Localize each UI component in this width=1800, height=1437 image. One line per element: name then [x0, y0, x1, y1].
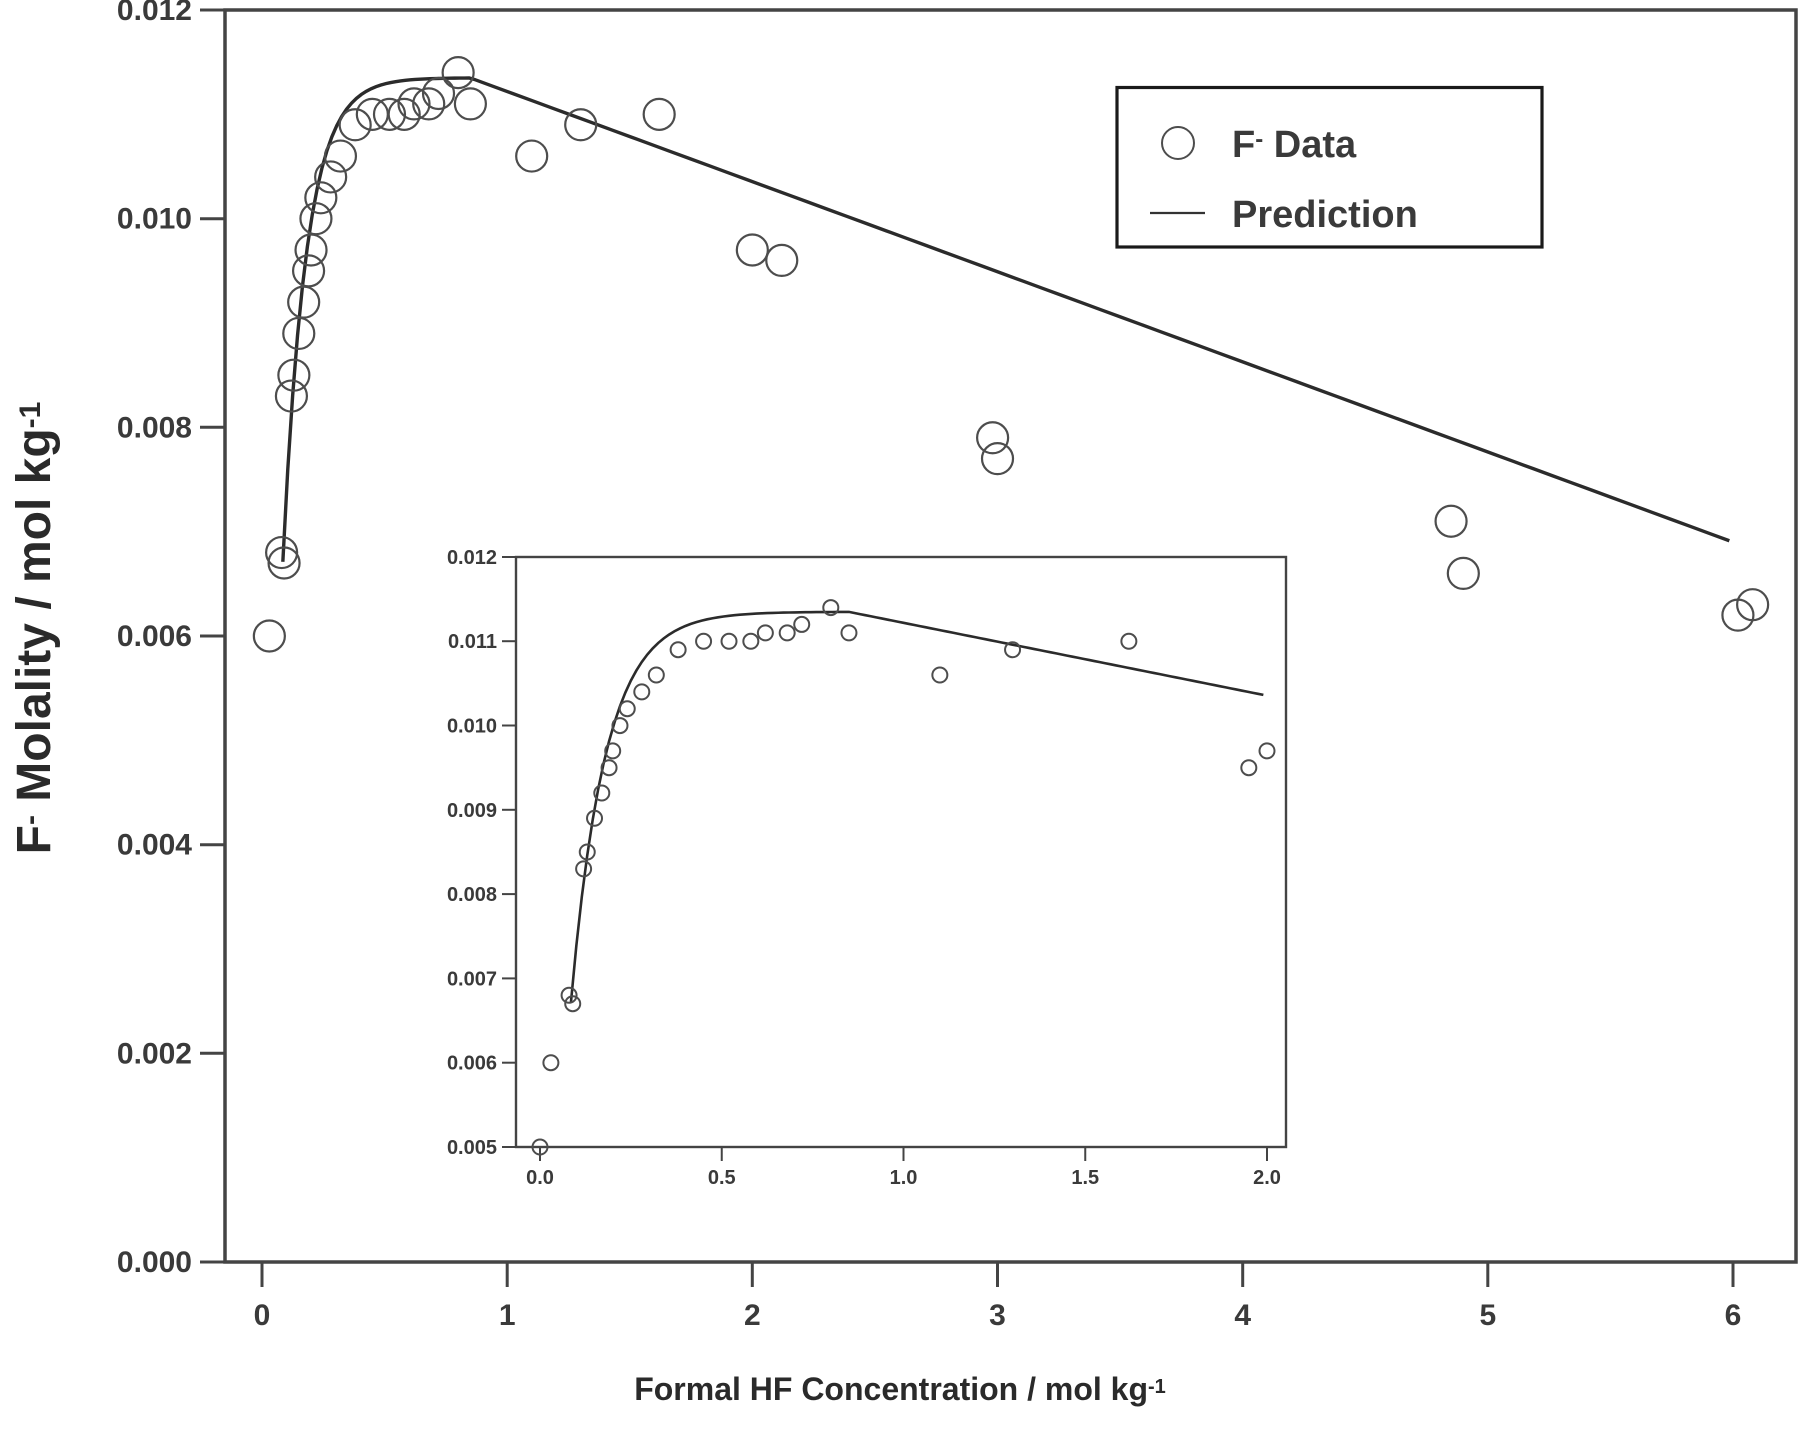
- svg-text:0.000: 0.000: [117, 1246, 192, 1279]
- svg-text:0.005: 0.005: [447, 1137, 497, 1159]
- svg-text:0: 0: [254, 1299, 271, 1332]
- svg-text:0.002: 0.002: [117, 1037, 192, 1070]
- svg-text:0.010: 0.010: [447, 716, 497, 738]
- svg-text:2: 2: [744, 1299, 761, 1332]
- svg-text:0.5: 0.5: [708, 1167, 736, 1189]
- svg-text:F- Molality / mol kg-1: F- Molality / mol kg-1: [8, 402, 61, 855]
- svg-text:0.008: 0.008: [117, 411, 192, 444]
- svg-text:0.012: 0.012: [447, 547, 497, 569]
- svg-text:F- Data: F- Data: [1232, 124, 1357, 166]
- svg-text:0.012: 0.012: [117, 0, 192, 27]
- svg-text:0.006: 0.006: [117, 620, 192, 653]
- svg-text:3: 3: [989, 1299, 1006, 1332]
- svg-text:2.0: 2.0: [1253, 1167, 1281, 1189]
- svg-text:1: 1: [499, 1299, 516, 1332]
- svg-text:4: 4: [1234, 1299, 1251, 1332]
- svg-text:6: 6: [1725, 1299, 1742, 1332]
- svg-text:0.0: 0.0: [526, 1167, 554, 1189]
- svg-text:5: 5: [1479, 1299, 1496, 1332]
- svg-text:0.010: 0.010: [117, 203, 192, 236]
- svg-text:1.5: 1.5: [1071, 1167, 1099, 1189]
- svg-text:0.008: 0.008: [447, 884, 497, 906]
- svg-text:0.006: 0.006: [447, 1053, 497, 1075]
- svg-text:0.007: 0.007: [447, 968, 497, 990]
- svg-text:Formal HF Concentration / mol: Formal HF Concentration / mol kg-1: [634, 1371, 1166, 1407]
- svg-text:0.009: 0.009: [447, 800, 497, 822]
- svg-text:0.011: 0.011: [448, 631, 497, 653]
- svg-text:Prediction: Prediction: [1232, 194, 1418, 236]
- svg-text:0.004: 0.004: [117, 829, 192, 862]
- svg-text:1.0: 1.0: [890, 1167, 918, 1189]
